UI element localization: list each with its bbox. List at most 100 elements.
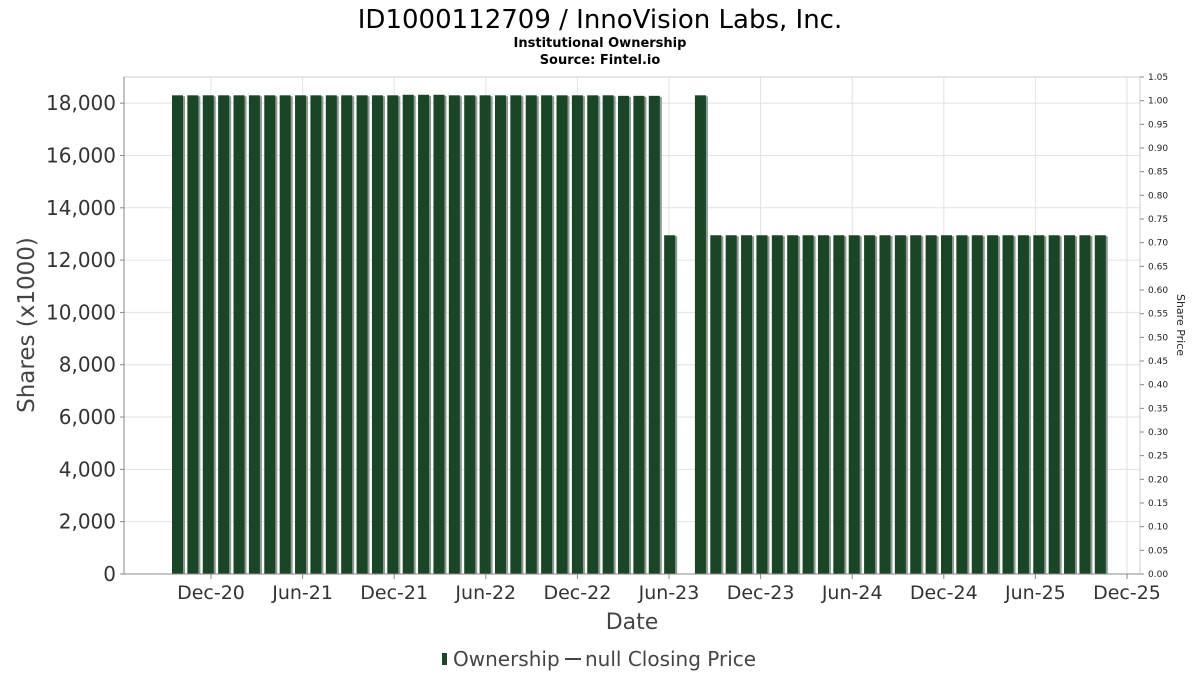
y2-tick-label: 1.05 <box>1148 73 1168 83</box>
ownership-bar <box>279 95 291 575</box>
ownership-bar <box>295 95 307 575</box>
ownership-bar <box>710 235 722 575</box>
ownership-bar <box>941 235 952 575</box>
chart-title: ID1000112709 / InnoVision Labs, Inc. <box>358 5 843 35</box>
ownership-bar <box>648 95 660 575</box>
y2-tick-label: 0.95 <box>1148 120 1168 130</box>
ownership-bar <box>325 95 337 575</box>
y2-tick-label: 0.15 <box>1148 499 1168 509</box>
y2-tick-label: 0.70 <box>1148 239 1168 249</box>
y-tick-label: 4,000 <box>59 457 116 481</box>
ownership-bar <box>925 235 937 575</box>
ownership-bar <box>433 94 445 575</box>
y-tick-label: 14,000 <box>46 196 116 220</box>
ownership-bar <box>1048 235 1060 575</box>
ownership-bar <box>187 95 199 575</box>
y2-tick-label: 0.65 <box>1148 262 1168 272</box>
ownership-bar <box>848 235 860 575</box>
ownership-bar <box>494 95 506 575</box>
ownership-bar <box>817 235 829 575</box>
legend: Ownership null Closing Price <box>442 647 756 671</box>
bar-layer <box>172 94 1108 575</box>
ownership-bar <box>587 95 599 575</box>
x-tick-label: Dec-20 <box>177 582 245 604</box>
y2-tick-label: 0.90 <box>1148 144 1168 154</box>
legend-price-label: null Closing Price <box>585 647 756 671</box>
ownership-bar <box>571 95 583 575</box>
ownership-bar <box>633 95 645 575</box>
x-tick-label: Jun-23 <box>638 582 700 604</box>
x-tick-label: Dec-22 <box>543 582 611 604</box>
y2-tick-label: 0.00 <box>1148 570 1168 580</box>
ownership-bar <box>310 95 322 575</box>
y2-tick-label: 0.80 <box>1148 191 1168 201</box>
y2-tick-label: 0.60 <box>1148 286 1168 296</box>
ownership-bar <box>894 235 906 575</box>
y2-axis-label: Share Price <box>1174 294 1187 356</box>
ownership-bar <box>448 95 460 575</box>
ownership-bar <box>402 94 414 575</box>
ownership-bar <box>1002 235 1014 575</box>
y2-tick-label: 0.50 <box>1148 333 1168 343</box>
ownership-bar <box>1017 235 1029 575</box>
y2-tick-label: 0.20 <box>1148 475 1168 485</box>
y2-tick-label: 0.55 <box>1148 310 1168 320</box>
ownership-bar <box>833 235 845 575</box>
ownership-bar <box>741 235 753 575</box>
ownership-bar <box>956 235 968 575</box>
ownership-bar <box>910 235 922 575</box>
y-tick-label: 6,000 <box>59 405 116 429</box>
ownership-bar <box>602 95 614 575</box>
y2-tick-label: 0.25 <box>1148 452 1168 462</box>
ownership-bar <box>202 95 214 575</box>
y2-tick-label: 0.45 <box>1148 357 1168 367</box>
ownership-bar <box>556 95 568 575</box>
ownership-bar <box>1094 235 1106 575</box>
chart-subtitle: Institutional Ownership <box>514 36 687 51</box>
x-tick-label: Jun-25 <box>1004 582 1066 604</box>
ownership-bar <box>987 235 999 575</box>
x-axis-label: Date <box>606 610 659 635</box>
ownership-bar <box>864 235 876 575</box>
chart-source: Source: Fintel.io <box>540 53 661 68</box>
ownership-bar <box>771 235 783 575</box>
ownership-bar <box>341 95 353 575</box>
ownership-bar <box>525 95 537 575</box>
ownership-bar <box>971 235 983 575</box>
x-tick-label: Dec-25 <box>1093 582 1161 604</box>
ownership-bar <box>756 235 768 575</box>
y-tick-label: 10,000 <box>46 300 116 324</box>
legend-ownership-swatch <box>442 653 447 665</box>
x-tick-label: Jun-21 <box>271 582 333 604</box>
ownership-bar <box>479 95 491 575</box>
ownership-bar <box>233 95 245 575</box>
y-tick-label: 8,000 <box>59 353 116 377</box>
legend-ownership-label: Ownership <box>453 647 560 671</box>
ownership-bar <box>541 95 553 575</box>
y2-tick-label: 0.40 <box>1148 381 1168 391</box>
y2-tick-label: 0.05 <box>1148 546 1168 556</box>
ownership-bar <box>510 95 522 575</box>
x-tick-label: Dec-24 <box>910 582 978 604</box>
ownership-bar <box>787 235 799 575</box>
x-tick-label: Dec-21 <box>360 582 428 604</box>
ownership-bar <box>1064 235 1076 575</box>
ownership-bar <box>802 235 814 575</box>
y-tick-label: 2,000 <box>59 510 116 534</box>
ownership-bar <box>879 235 891 575</box>
ownership-bar <box>464 95 476 575</box>
ownership-bar <box>1033 235 1045 575</box>
ownership-bar <box>618 95 630 575</box>
y-tick-label: 16,000 <box>46 143 116 167</box>
y-tick-label: 12,000 <box>46 248 116 272</box>
y2-tick-label: 0.30 <box>1148 428 1168 438</box>
ownership-bar <box>664 235 676 575</box>
ownership-bar <box>1079 235 1091 575</box>
ownership-bar <box>172 95 183 575</box>
x-tick-label: Jun-22 <box>454 582 516 604</box>
y2-tick-label: 0.10 <box>1148 523 1168 533</box>
x-tick-label: Dec-23 <box>727 582 795 604</box>
ownership-bar <box>694 95 706 575</box>
ownership-bar <box>418 94 430 575</box>
